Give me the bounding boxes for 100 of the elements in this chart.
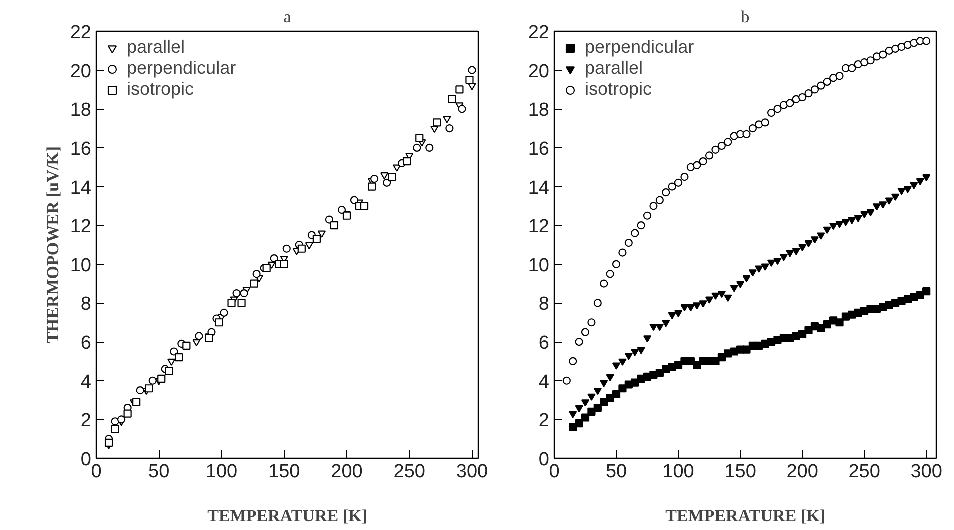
point	[581, 400, 590, 407]
point	[786, 250, 794, 258]
x-tick-label: 300	[456, 462, 488, 482]
point	[842, 219, 850, 226]
point	[712, 357, 720, 366]
point	[693, 302, 702, 310]
point	[693, 161, 702, 170]
point	[798, 330, 807, 338]
point	[804, 240, 813, 248]
point	[643, 212, 652, 220]
point	[426, 144, 434, 152]
point	[885, 198, 894, 205]
y-tick-label: 22	[70, 22, 92, 44]
legend-label: parallel	[585, 58, 644, 79]
point	[668, 182, 676, 191]
point	[699, 300, 708, 308]
point	[910, 182, 918, 190]
point	[662, 188, 670, 197]
point	[298, 244, 306, 253]
point	[433, 118, 442, 127]
x-tick-label: 250	[848, 462, 880, 482]
point	[612, 362, 621, 370]
point	[182, 342, 191, 350]
point	[594, 299, 602, 308]
y-tick-label: 10	[70, 255, 92, 276]
point	[318, 230, 326, 238]
point	[755, 266, 764, 273]
point	[416, 134, 424, 142]
point	[380, 172, 389, 180]
point	[742, 275, 751, 283]
point	[240, 289, 248, 298]
legend-label: isotropic	[127, 79, 194, 100]
point	[280, 260, 288, 268]
point	[124, 410, 132, 418]
point	[916, 178, 924, 186]
point	[705, 296, 714, 304]
point	[448, 95, 456, 104]
y-tick-label: 4	[80, 372, 92, 393]
point	[581, 414, 590, 422]
point	[872, 204, 882, 211]
point	[718, 142, 726, 150]
point	[836, 72, 844, 80]
point	[175, 354, 184, 362]
point	[699, 158, 708, 166]
point	[145, 384, 154, 393]
point	[668, 312, 676, 320]
y-tick-label: 8	[80, 294, 92, 316]
point	[312, 235, 321, 244]
point	[718, 290, 726, 298]
point	[338, 206, 346, 214]
x-tick-label: 100	[662, 462, 694, 482]
point	[606, 374, 614, 382]
point	[606, 270, 614, 278]
legend-label: perpendicular	[585, 37, 694, 58]
point	[252, 270, 261, 278]
point	[215, 318, 224, 327]
y-tick-label: 4	[538, 372, 550, 393]
y-axis-title: THERMOPOWER [uV/K]	[43, 146, 62, 344]
point	[767, 108, 776, 118]
y-tick-label: 14	[70, 178, 92, 199]
point	[767, 260, 776, 268]
point	[569, 411, 578, 418]
point	[656, 324, 664, 332]
point	[228, 299, 236, 308]
point	[136, 386, 144, 395]
point	[724, 138, 732, 146]
point	[446, 124, 454, 133]
point	[823, 226, 832, 234]
point	[712, 292, 720, 300]
point	[631, 349, 640, 356]
point	[705, 152, 714, 160]
point	[569, 423, 578, 432]
point	[674, 310, 683, 318]
point	[693, 361, 702, 370]
point	[712, 146, 720, 154]
point	[804, 90, 813, 98]
point	[836, 221, 844, 228]
point	[922, 174, 931, 182]
point	[403, 157, 412, 166]
point	[238, 299, 246, 308]
point	[892, 194, 900, 202]
point	[817, 232, 826, 240]
point	[575, 405, 584, 413]
x-tick-label: 250	[394, 462, 426, 482]
x-axis-title: TEMPERATURE [K]	[666, 506, 826, 526]
y-tick-label: 12	[70, 216, 92, 238]
point	[748, 270, 757, 277]
legend-label: perpendicular	[127, 58, 236, 79]
legend-label: isotropic	[585, 79, 652, 100]
point	[305, 242, 314, 250]
point	[456, 86, 464, 94]
point	[569, 357, 578, 366]
point	[575, 338, 584, 346]
x-tick-label: 200	[786, 462, 818, 482]
point	[637, 347, 646, 354]
y-tick-label: 22	[528, 22, 550, 44]
point	[637, 222, 646, 230]
point	[624, 353, 633, 360]
point	[624, 239, 633, 248]
point	[443, 116, 452, 124]
